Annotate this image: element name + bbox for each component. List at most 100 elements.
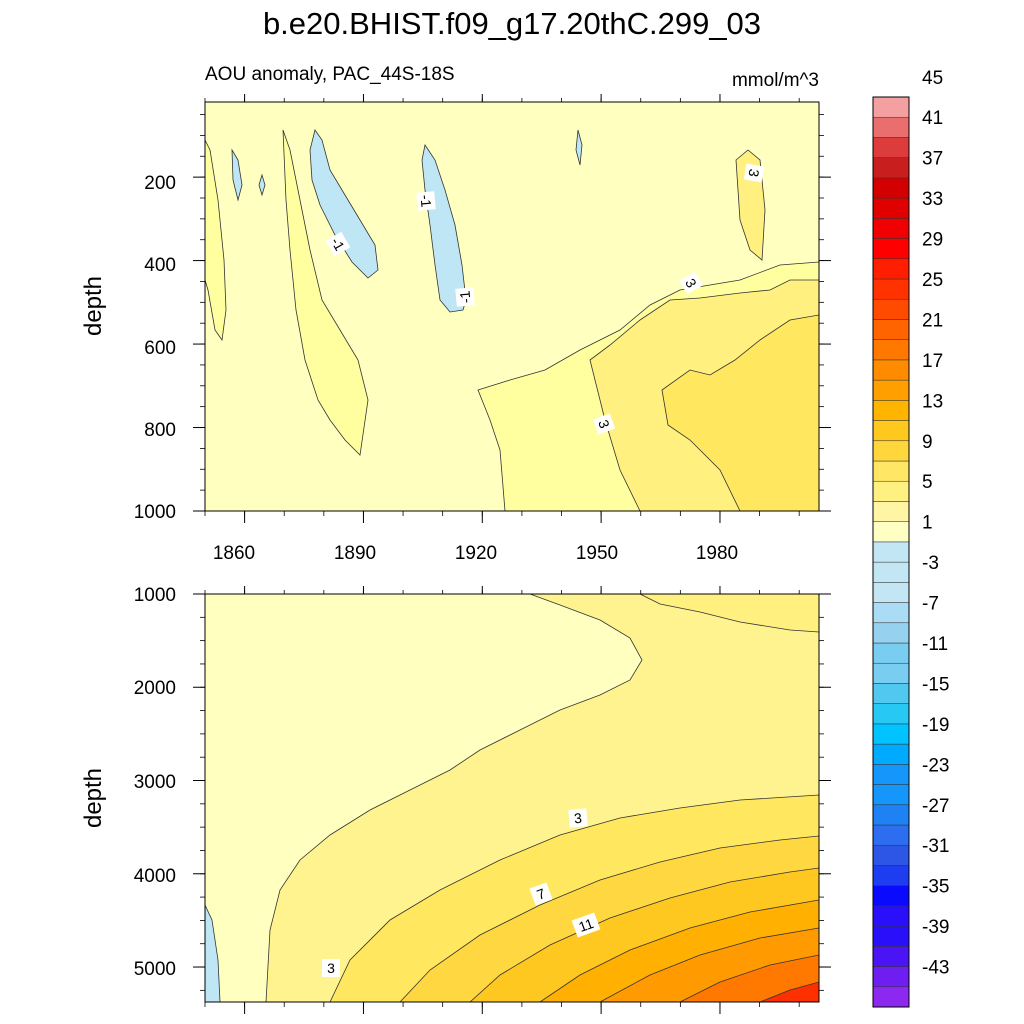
- colorbar-box-32: [872, 339, 910, 361]
- colorbar-box-6: [872, 865, 910, 886]
- units-label: mmol/m^3: [732, 70, 819, 91]
- colorbar-box-31: [872, 359, 910, 381]
- colorbar-box-2: [872, 946, 910, 967]
- colorbar-box-23: [872, 521, 910, 543]
- upper-contour-label-0-text: -1: [417, 194, 434, 208]
- colorbar-box-18: [872, 622, 910, 644]
- lower-contour-label-0: 3: [568, 808, 588, 828]
- upper-y-axis-label: depth: [80, 276, 107, 336]
- colorbar-tick--31: -31: [922, 836, 949, 857]
- colorbar-box-34: [872, 298, 910, 320]
- colorbar-box-17: [872, 642, 910, 664]
- colorbar-box-24: [872, 501, 910, 522]
- upper-y-tick-800: 800: [144, 420, 176, 441]
- lower-contour-label-1: 7: [529, 882, 553, 906]
- colorbar-box-20: [872, 582, 910, 603]
- upper-contour-label-1: -1: [325, 231, 351, 257]
- colorbar-box-5: [872, 885, 910, 907]
- colorbar-box-30: [872, 379, 910, 401]
- upper-contour-label-3-text: 3: [745, 168, 762, 179]
- colorbar-box-26: [872, 460, 910, 482]
- upper-band-5-to-7: [661, 314, 819, 511]
- lower-y-axis-label: depth: [80, 768, 107, 828]
- colorbar: -43-39-35-31-27-23-19-15-11-7-3159131721…: [872, 68, 949, 1008]
- upper-panel: 200 400 600 800 1000 1860 1890 1920 1950…: [80, 94, 831, 564]
- lower-band-1-to-3: [205, 594, 643, 1002]
- lower-band-17-to-21: [679, 954, 819, 1002]
- x-tick-1920: 1920: [455, 543, 497, 564]
- upper-contour-label-0: -1: [416, 191, 436, 211]
- colorbar-box-38: [872, 218, 910, 239]
- colorbar-box-27: [872, 440, 910, 462]
- lower-axis-ticks: [193, 586, 831, 1014]
- colorbar-box-25: [872, 480, 910, 502]
- lower-contour-label-0-text: 3: [573, 810, 582, 827]
- colorbar-tick--43: -43: [922, 958, 949, 979]
- colorbar-box-35: [872, 278, 910, 300]
- upper-negative-patches: [231, 129, 583, 313]
- colorbar-tick-33: 33: [922, 189, 943, 210]
- colorbar-tick-9: 9: [922, 432, 933, 453]
- lower-y-tick-2000: 2000: [134, 678, 176, 699]
- colorbar-tick--27: -27: [922, 796, 949, 817]
- lower-band-21-plus: [759, 981, 819, 1002]
- upper-contour-label-2: -1: [455, 287, 475, 307]
- colorbar-box-28: [872, 420, 910, 442]
- lower-negative-patch: [205, 904, 221, 1002]
- colorbar-box-43: [872, 116, 910, 138]
- colorbar-box-1: [872, 966, 910, 988]
- variable-region-subtitle: AOU anomaly, PAC_44S-18S: [205, 64, 455, 85]
- colorbar-box-10: [872, 784, 910, 806]
- colorbar-box-37: [872, 238, 910, 260]
- lower-contour-label-2: 11: [571, 912, 601, 938]
- colorbar-box-39: [872, 197, 910, 219]
- colorbar-box-15: [872, 683, 910, 704]
- upper-y-tick-400: 400: [144, 255, 176, 276]
- upper-axis-ticks: [193, 94, 831, 523]
- colorbar-tick-37: 37: [922, 149, 943, 170]
- lower-contour-label-2-text: 11: [576, 915, 595, 935]
- upper-y-tick-600: 600: [144, 338, 176, 359]
- colorbar-box-33: [872, 319, 910, 340]
- colorbar-tick--3: -3: [922, 553, 939, 574]
- colorbar-tick--7: -7: [922, 594, 939, 615]
- colorbar-tick-17: 17: [922, 351, 943, 372]
- x-tick-1980: 1980: [696, 543, 738, 564]
- colorbar-tick--15: -15: [922, 674, 949, 695]
- colorbar-box-9: [872, 804, 910, 826]
- upper-y-tick-1000: 1000: [134, 502, 176, 523]
- lower-y-tick-1000: 1000: [134, 585, 176, 606]
- colorbar-tick-1: 1: [922, 513, 933, 534]
- colorbar-box-36: [872, 258, 910, 280]
- colorbar-box-41: [872, 157, 910, 179]
- colorbar-box-4: [872, 905, 910, 927]
- colorbar-tick-13: 13: [922, 391, 943, 412]
- colorbar-tick-25: 25: [922, 270, 943, 291]
- lower-y-tick-4000: 4000: [134, 866, 176, 887]
- colorbar-tick-5: 5: [922, 472, 933, 493]
- x-tick-1950: 1950: [576, 543, 618, 564]
- colorbar-box-3: [872, 925, 910, 947]
- colorbar-box-44: [872, 96, 910, 118]
- colorbar-tick--23: -23: [922, 755, 949, 776]
- colorbar-box-14: [872, 703, 910, 725]
- upper-plot-frame: [204, 101, 820, 512]
- colorbar-tick-45: 45: [922, 68, 943, 89]
- upper-contour-label-3: 3: [743, 163, 765, 183]
- colorbar-box-8: [872, 824, 910, 846]
- x-tick-1890: 1890: [334, 543, 376, 564]
- upper-contour-label-4: 3: [679, 271, 703, 295]
- figure-title: b.e20.BHIST.f09_g17.20thC.299_03: [263, 6, 761, 41]
- upper-contour-label-5: 3: [592, 413, 616, 435]
- colorbar-tick--35: -35: [922, 877, 949, 898]
- colorbar-box-12: [872, 743, 910, 765]
- upper-contour-label-2-text: -1: [456, 290, 473, 304]
- colorbar-box-7: [872, 844, 910, 866]
- lower-contour-label-3: 3: [322, 959, 340, 977]
- colorbar-box-21: [872, 561, 910, 583]
- colorbar-box-40: [872, 177, 910, 199]
- colorbar-tick-41: 41: [922, 108, 943, 129]
- colorbar-frame: [872, 96, 910, 1008]
- colorbar-box-19: [872, 602, 910, 624]
- upper-y-tick-200: 200: [144, 173, 176, 194]
